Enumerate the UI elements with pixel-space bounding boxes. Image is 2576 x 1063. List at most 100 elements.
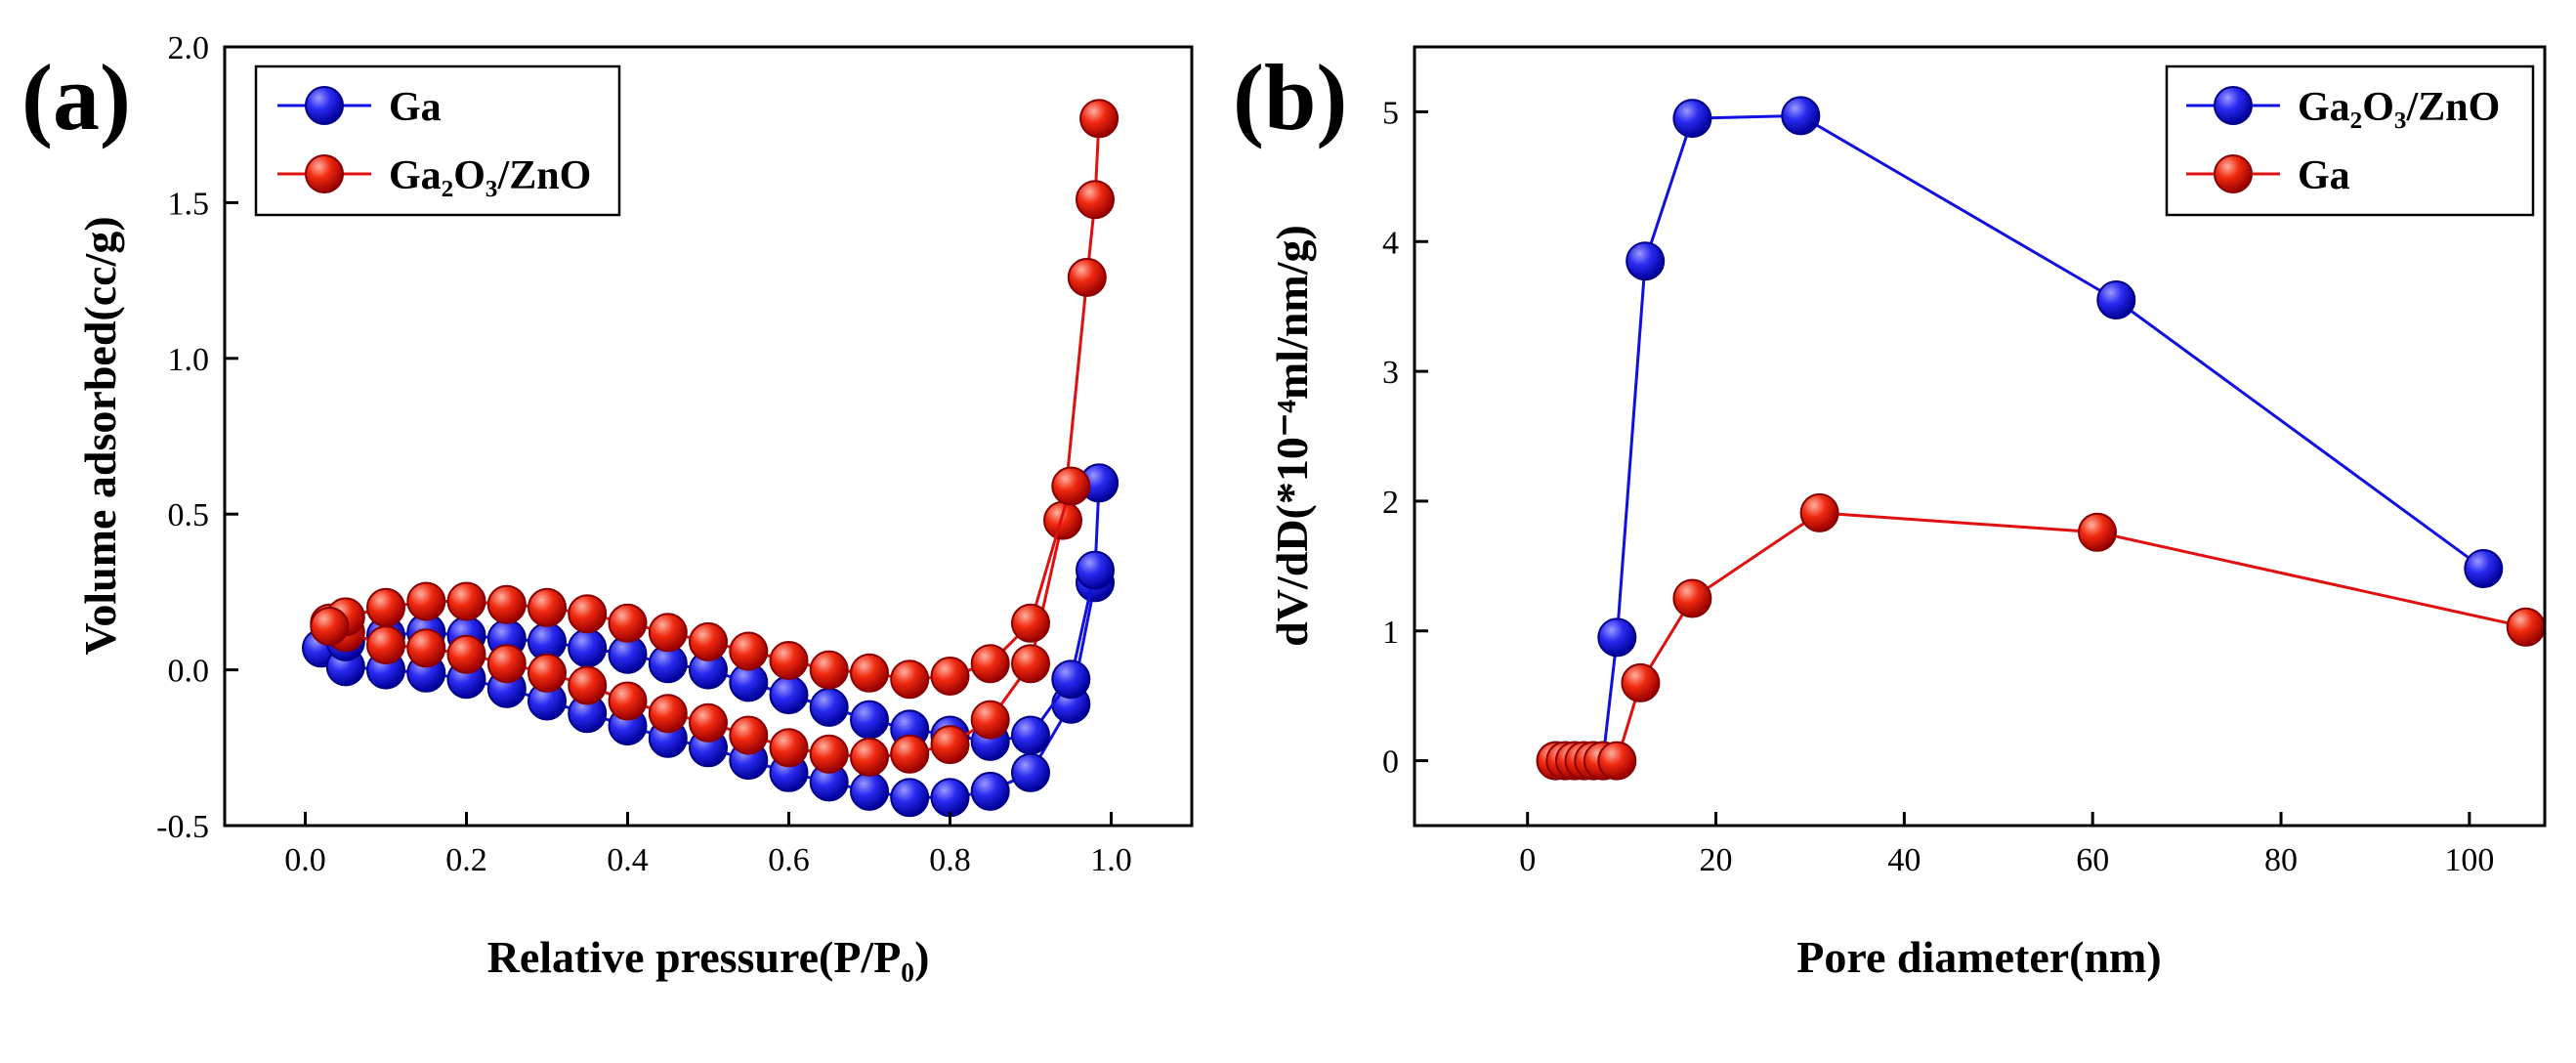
data-point-a-3-6 [809, 650, 849, 690]
y-axis-title-a: Volume adsorbed(cc/g) [75, 216, 125, 655]
data-point-a-1-9 [769, 675, 809, 715]
data-point-a-3-15 [446, 581, 486, 621]
data-point-a-2-18 [1011, 644, 1050, 684]
data-point-b-1-9 [1799, 492, 1839, 532]
y-tick-label-a-2: 0.5 [168, 497, 210, 533]
y-tick-label-b-4: 4 [1382, 225, 1399, 261]
data-point-a-2-3 [406, 628, 446, 668]
data-point-a-2-8 [608, 681, 648, 721]
y-tick-label-a-3: 1.0 [168, 342, 210, 378]
x-tick-label-b-1: 20 [1700, 842, 1733, 878]
data-point-a-1-14 [568, 628, 608, 668]
x-tick-label-a-5: 1.0 [1090, 842, 1132, 878]
data-point-a-0-14 [850, 771, 889, 811]
legend-item-a-0: Ga [277, 85, 442, 130]
x-tick-label-a-4: 0.8 [929, 842, 971, 878]
data-point-a-2-4 [446, 634, 486, 674]
x-tick-label-b-5: 100 [2444, 842, 2494, 878]
data-point-a-0-15 [890, 778, 930, 818]
data-point-a-3-16 [406, 581, 446, 621]
data-point-a-2-21 [1076, 180, 1115, 220]
data-point-b-1-7 [1621, 662, 1661, 702]
plot-area-b: 0 20 40 60 80 100 0 1 2 3 4 5 [1382, 45, 2547, 878]
ticks-a: 0.0 0.2 0.4 0.6 0.8 1.0 -0.5 0.0 0.5 1.0 1.5 2.0 [156, 30, 1132, 878]
legend-marker-a-1 [305, 154, 344, 193]
data-point-a-3-19 [310, 607, 350, 646]
data-point-a-2-11 [729, 715, 769, 755]
data-point-a-3-0 [1051, 466, 1091, 506]
chart-panel-b: (b) 0 20 40 60 80 100 0 1 2 3 4 5 Pore diameter(nm)… [1233, 45, 2547, 982]
data-point-b-0-10 [2096, 280, 2136, 319]
data-point-a-2-5 [486, 644, 527, 684]
plot-area-a: 0.0 0.2 0.4 0.6 0.8 1.0 -0.5 0.0 0.5 1.0 1.5 2.0 [156, 30, 1194, 878]
data-point-a-0-16 [930, 778, 970, 818]
data-point-a-2-7 [568, 665, 608, 705]
chart-panel-a: (a) 0.0 0.2 0.4 0.6 0.8 1.0 -0.5 0.0 0.5 1.0 1.5 2.… [21, 30, 1194, 982]
plot-frame-a [223, 45, 1194, 828]
panel-label-a: (a) [21, 45, 131, 149]
data-point-a-2-16 [930, 725, 970, 765]
data-point-a-2-14 [850, 737, 889, 777]
data-point-a-3-5 [850, 653, 889, 693]
y-axis-title-b: dV/dD(*10⁻⁴ml/nm/g) [1267, 225, 1317, 647]
data-point-b-1-6 [1597, 741, 1637, 781]
data-point-b-1-8 [1672, 578, 1712, 618]
data-point-a-2-12 [769, 728, 809, 768]
x-tick-label-b-2: 40 [1887, 842, 1921, 878]
data-point-a-3-7 [769, 641, 809, 680]
data-point-a-0-18 [1011, 752, 1050, 792]
data-point-b-0-7 [1626, 241, 1666, 281]
data-point-a-2-20 [1067, 257, 1107, 297]
data-point-b-0-9 [1781, 96, 1821, 136]
data-point-a-3-3 [930, 657, 970, 696]
y-tick-label-b-2: 2 [1382, 485, 1399, 521]
data-point-a-3-10 [648, 613, 688, 653]
panel-label-b: (b) [1233, 45, 1347, 149]
legend-label-b-1: Ga [2298, 153, 2350, 198]
data-point-b-1-11 [2506, 607, 2546, 647]
legend-marker-a-0 [305, 86, 344, 125]
data-point-a-2-10 [689, 702, 728, 743]
data-point-a-2-19 [1043, 500, 1082, 540]
legend-marker-b-1 [2214, 154, 2253, 193]
legend-item-b-1: Ga [2186, 153, 2350, 198]
data-point-b-1-10 [2078, 512, 2117, 552]
data-point-a-3-11 [608, 603, 648, 643]
ticks-b: 0 20 40 60 80 100 0 1 2 3 4 5 [1382, 95, 2494, 878]
data-point-a-1-7 [850, 700, 889, 740]
data-point-a-2-2 [366, 625, 405, 665]
x-axis-title-b: Pore diameter(nm) [1796, 932, 2161, 982]
data-point-a-3-12 [568, 594, 608, 634]
y-tick-label-b-3: 3 [1382, 355, 1399, 391]
data-point-a-2-9 [648, 694, 688, 734]
x-tick-label-b-0: 0 [1519, 842, 1536, 878]
series-layer-a [302, 99, 1119, 818]
data-point-a-3-2 [970, 644, 1010, 684]
data-point-a-3-8 [729, 631, 769, 671]
x-tick-label-a-2: 0.4 [607, 842, 649, 878]
data-point-a-2-13 [809, 734, 849, 774]
data-point-b-0-6 [1597, 617, 1637, 658]
x-tick-label-a-3: 0.6 [768, 842, 810, 878]
y-tick-label-a-5: 2.0 [168, 30, 210, 66]
data-point-a-3-9 [689, 621, 728, 661]
x-tick-label-b-3: 60 [2076, 842, 2109, 878]
data-point-a-3-14 [486, 584, 527, 624]
series-line-b-1 [1555, 511, 2527, 763]
data-point-a-3-4 [890, 659, 930, 700]
data-point-b-0-8 [1672, 99, 1712, 139]
legend-b: Ga₂O₃/ZnO Ga [2165, 64, 2535, 217]
legend-item-b-0: Ga₂O₃/ZnO [2186, 85, 2500, 130]
y-tick-label-a-4: 1.5 [168, 186, 210, 222]
data-point-a-2-6 [528, 653, 567, 693]
legend-marker-b-0 [2214, 86, 2253, 125]
legend-item-a-1: Ga₂O₃/ZnO [277, 153, 591, 198]
legend-label-b-0: Ga₂O₃/ZnO [2298, 85, 2500, 130]
data-point-a-1-3 [1011, 715, 1050, 755]
legend-a: Ga Ga₂O₃/ZnO [254, 64, 621, 217]
data-point-a-1-2 [1051, 659, 1091, 700]
y-tick-label-a-0: -0.5 [156, 809, 209, 845]
data-point-a-3-1 [1011, 603, 1050, 643]
data-point-a-2-22 [1079, 99, 1119, 139]
data-point-a-2-15 [890, 734, 930, 774]
